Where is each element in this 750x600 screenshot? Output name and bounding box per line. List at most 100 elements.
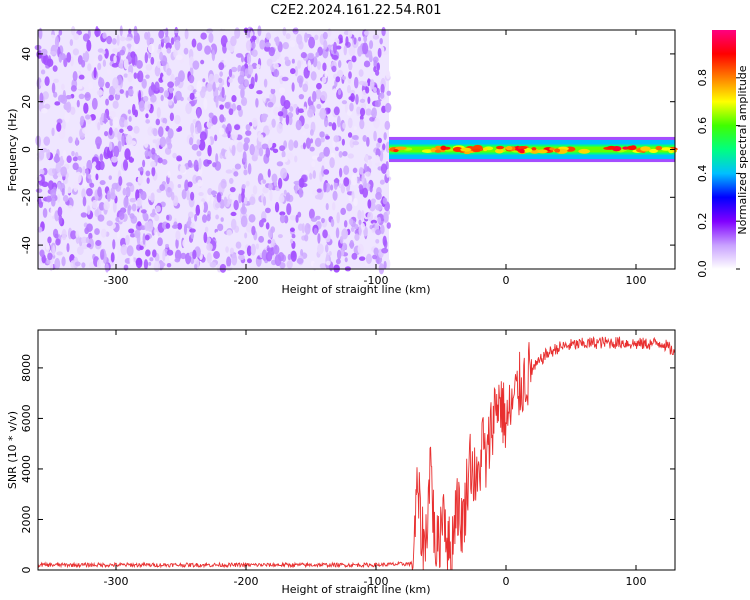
heatmap-noise-cell xyxy=(110,252,115,263)
heatmap-noise-cell xyxy=(218,77,223,84)
heatmap-noise-cell xyxy=(329,157,335,169)
heatmap-noise-cell xyxy=(307,52,315,60)
heatmap-noise-cell xyxy=(341,138,345,146)
heatmap-band-peak xyxy=(495,148,504,154)
heatmap-noise-cell xyxy=(134,229,141,239)
heatmap-noise-cell xyxy=(214,134,218,142)
heatmap-noise-cell xyxy=(109,85,116,97)
heatmap-noise-cell xyxy=(309,129,314,136)
heatmap-noise-cell xyxy=(86,205,91,216)
heatmap-noise-cell xyxy=(220,35,228,48)
heatmap-noise-cell xyxy=(259,134,264,143)
heatmap-noise-cell xyxy=(298,77,303,88)
heatmap-noise-cell xyxy=(82,33,90,42)
heatmap-noise-cell xyxy=(220,178,227,189)
heatmap-noise-cell xyxy=(307,108,314,118)
heatmap-noise-cell xyxy=(97,77,105,88)
heatmap-noise-cell xyxy=(380,224,385,235)
heatmap-noise-cell xyxy=(126,43,132,48)
heatmap-noise-cell xyxy=(191,144,199,151)
heatmap-noise-cell xyxy=(246,258,252,264)
heatmap-noise-cell xyxy=(286,260,293,269)
heatmap-noise-cell xyxy=(349,102,354,112)
heatmap-noise-cell xyxy=(292,28,298,33)
heatmap-noise-cell xyxy=(213,251,220,259)
heatmap-noise-cell xyxy=(373,247,379,256)
heatmap-noise-cell xyxy=(240,215,248,228)
heatmap-noise-cell xyxy=(322,62,327,72)
heatmap-noise-cell xyxy=(122,187,127,196)
heatmap-noise-cell xyxy=(184,28,189,40)
heatmap-noise-cell xyxy=(383,260,387,270)
heatmap-x-tick-label: 0 xyxy=(503,274,510,287)
heatmap-noise-cell xyxy=(276,161,284,167)
heatmap-noise-cell xyxy=(328,251,332,256)
heatmap-noise-cell xyxy=(348,218,354,225)
heatmap-noise-cell xyxy=(108,175,112,180)
heatmap-noise-cell xyxy=(383,132,387,141)
heatmap-noise-cell xyxy=(240,55,244,63)
heatmap-noise-cell xyxy=(241,184,246,189)
heatmap-noise-cell xyxy=(332,88,337,94)
heatmap-noise-cell xyxy=(112,77,119,89)
colorbar-tick-label: 0.8 xyxy=(696,69,709,87)
heatmap-noise-cell xyxy=(375,191,382,200)
heatmap-noise-cell xyxy=(159,136,167,148)
heatmap-noise-cell xyxy=(268,46,275,57)
heatmap-noise-cell xyxy=(196,80,202,92)
heatmap-noise-cell xyxy=(128,115,132,122)
heatmap-noise-cell xyxy=(285,33,291,40)
heatmap-noise-cell xyxy=(100,228,107,238)
heatmap-noise-cell xyxy=(357,243,364,255)
heatmap-noise-cell xyxy=(231,103,237,112)
heatmap-noise-cell xyxy=(254,73,258,83)
heatmap-noise-cell xyxy=(73,181,78,193)
heatmap-noise-cell xyxy=(188,74,195,84)
heatmap-noise-cell xyxy=(219,199,225,209)
heatmap-noise-cell xyxy=(51,168,56,174)
heatmap-noise-cell xyxy=(271,142,277,148)
heatmap-noise-cell xyxy=(185,102,192,115)
heatmap-band-peak xyxy=(505,145,513,151)
heatmap-noise-cell xyxy=(322,31,328,40)
colorbar-tick-label: 0.4 xyxy=(696,165,709,183)
heatmap-noise-cell xyxy=(330,184,334,191)
snr-y-tick-label: 8000 xyxy=(20,354,33,382)
heatmap-noise-cell xyxy=(197,179,203,187)
heatmap-noise-cell xyxy=(271,173,278,183)
heatmap-noise-cell xyxy=(41,181,49,188)
heatmap-noise-cell xyxy=(152,128,158,137)
heatmap-noise-cell xyxy=(123,196,129,209)
heatmap-noise-cell xyxy=(158,30,165,39)
heatmap-noise-cell xyxy=(337,89,341,96)
heatmap-noise-cell xyxy=(103,201,110,211)
heatmap-noise-cell xyxy=(279,145,286,152)
heatmap-noise-cell xyxy=(316,188,322,193)
heatmap-noise-cell xyxy=(138,100,146,112)
heatmap-noise-cell xyxy=(215,96,219,108)
heatmap-noise-cell xyxy=(317,233,321,244)
heatmap-noise-cell xyxy=(208,73,215,85)
heatmap-noise-cell xyxy=(146,177,150,184)
heatmap-noise-cell xyxy=(116,34,120,46)
heatmap-noise-cell xyxy=(266,58,273,67)
heatmap-band-peak xyxy=(460,147,472,152)
heatmap-noise-cell xyxy=(241,96,248,107)
heatmap-noise-cell xyxy=(190,122,195,135)
heatmap-noise-cell xyxy=(236,141,244,153)
heatmap-noise-cell xyxy=(184,179,189,192)
heatmap-noise-cell xyxy=(265,32,272,40)
heatmap-band-peak xyxy=(554,148,561,153)
heatmap-noise-cell xyxy=(182,239,187,248)
snr-y-tick-label: 2000 xyxy=(20,505,33,533)
heatmap-noise-cell xyxy=(86,223,93,232)
heatmap-noise-cell xyxy=(85,236,90,244)
heatmap-noise-cell xyxy=(47,180,54,190)
heatmap-noise-cell xyxy=(75,137,79,146)
heatmap-noise-cell xyxy=(133,125,140,134)
heatmap-noise-cell xyxy=(369,116,375,122)
heatmap-noise-cell xyxy=(367,199,372,209)
heatmap-noise-cell xyxy=(118,211,125,220)
heatmap-noise-cell xyxy=(135,257,143,269)
heatmap-noise-cell xyxy=(219,263,227,273)
